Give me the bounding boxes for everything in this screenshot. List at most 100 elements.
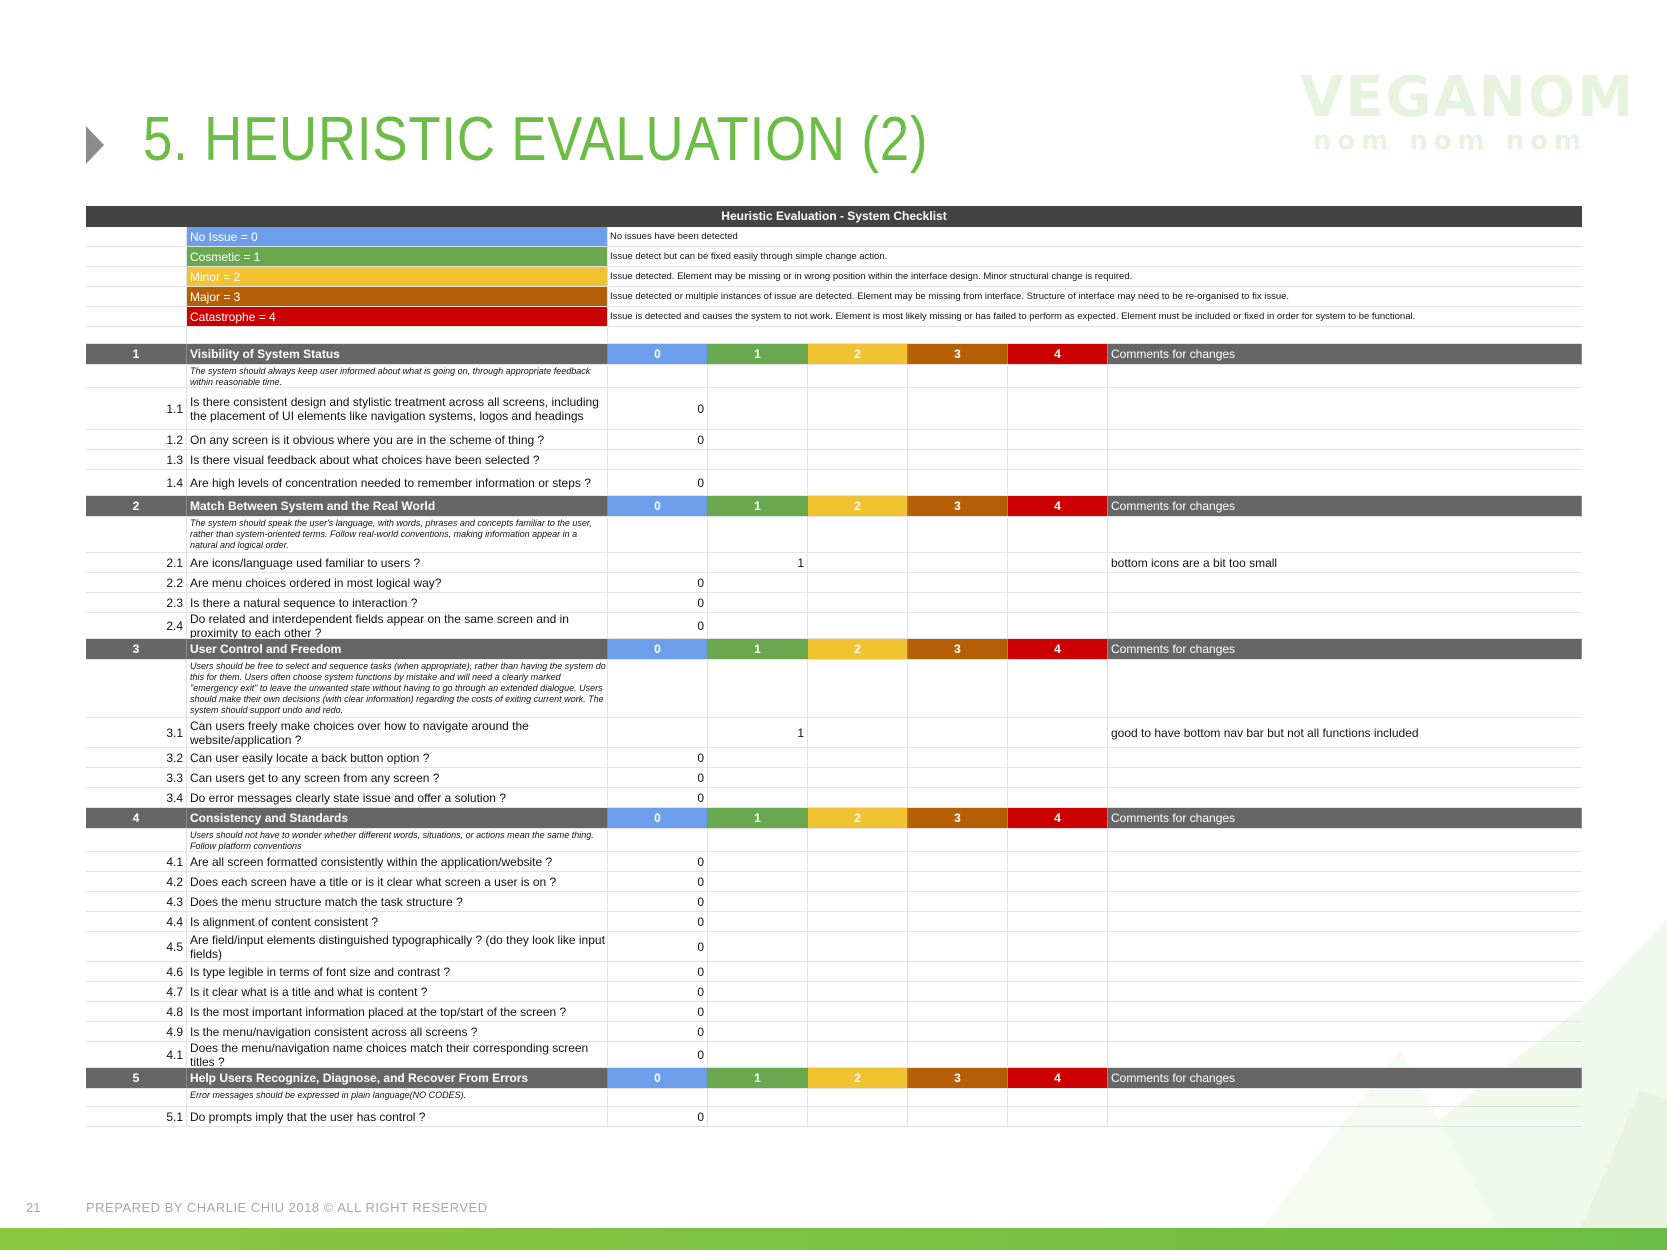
- score-1-cell[interactable]: [708, 962, 808, 981]
- score-3-cell[interactable]: [908, 553, 1008, 572]
- score-3-cell[interactable]: [908, 1107, 1008, 1126]
- score-3-cell[interactable]: [908, 1022, 1008, 1041]
- comment-cell[interactable]: [1108, 1107, 1582, 1126]
- score-0-cell[interactable]: 0: [608, 748, 708, 767]
- comment-cell[interactable]: [1108, 573, 1582, 592]
- comment-cell[interactable]: [1108, 1022, 1582, 1041]
- score-0-cell[interactable]: 0: [608, 788, 708, 807]
- score-4-cell[interactable]: [1008, 573, 1108, 592]
- comment-cell[interactable]: [1108, 872, 1582, 891]
- score-1-cell[interactable]: [708, 573, 808, 592]
- score-2-cell[interactable]: [808, 1107, 908, 1126]
- comment-cell[interactable]: [1108, 768, 1582, 787]
- score-3-cell[interactable]: [908, 450, 1008, 469]
- score-0-cell[interactable]: 0: [608, 912, 708, 931]
- score-1-cell[interactable]: [708, 748, 808, 767]
- score-2-cell[interactable]: [808, 852, 908, 871]
- score-2-cell[interactable]: [808, 932, 908, 961]
- comment-cell[interactable]: [1108, 1002, 1582, 1021]
- score-0-cell[interactable]: 0: [608, 1022, 708, 1041]
- score-4-cell[interactable]: [1008, 768, 1108, 787]
- score-2-cell[interactable]: [808, 613, 908, 638]
- score-2-cell[interactable]: [808, 768, 908, 787]
- comment-cell[interactable]: [1108, 852, 1582, 871]
- score-2-cell[interactable]: [808, 892, 908, 911]
- comment-cell[interactable]: [1108, 450, 1582, 469]
- score-3-cell[interactable]: [908, 892, 1008, 911]
- score-3-cell[interactable]: [908, 852, 1008, 871]
- score-2-cell[interactable]: [808, 430, 908, 449]
- score-1-cell[interactable]: [708, 912, 808, 931]
- score-4-cell[interactable]: [1008, 1042, 1108, 1067]
- score-1-cell[interactable]: [708, 768, 808, 787]
- score-4-cell[interactable]: [1008, 718, 1108, 747]
- comment-cell[interactable]: [1108, 892, 1582, 911]
- comment-cell[interactable]: [1108, 748, 1582, 767]
- score-0-cell[interactable]: 0: [608, 872, 708, 891]
- score-4-cell[interactable]: [1008, 852, 1108, 871]
- score-2-cell[interactable]: [808, 470, 908, 495]
- score-3-cell[interactable]: [908, 430, 1008, 449]
- score-3-cell[interactable]: [908, 872, 1008, 891]
- score-4-cell[interactable]: [1008, 388, 1108, 429]
- score-1-cell[interactable]: [708, 450, 808, 469]
- score-2-cell[interactable]: [808, 388, 908, 429]
- score-1-cell[interactable]: [708, 852, 808, 871]
- score-4-cell[interactable]: [1008, 912, 1108, 931]
- score-1-cell[interactable]: [708, 593, 808, 612]
- score-1-cell[interactable]: [708, 388, 808, 429]
- score-2-cell[interactable]: [808, 962, 908, 981]
- score-1-cell[interactable]: [708, 872, 808, 891]
- score-4-cell[interactable]: [1008, 1002, 1108, 1021]
- score-4-cell[interactable]: [1008, 450, 1108, 469]
- score-2-cell[interactable]: [808, 788, 908, 807]
- score-2-cell[interactable]: [808, 872, 908, 891]
- score-4-cell[interactable]: [1008, 788, 1108, 807]
- score-2-cell[interactable]: [808, 553, 908, 572]
- score-1-cell[interactable]: [708, 1042, 808, 1067]
- score-1-cell[interactable]: [708, 470, 808, 495]
- score-0-cell[interactable]: [608, 553, 708, 572]
- score-1-cell[interactable]: 1: [708, 718, 808, 747]
- comment-cell[interactable]: [1108, 962, 1582, 981]
- score-4-cell[interactable]: [1008, 593, 1108, 612]
- comment-cell[interactable]: [1108, 430, 1582, 449]
- score-0-cell[interactable]: 0: [608, 1002, 708, 1021]
- comment-cell[interactable]: [1108, 912, 1582, 931]
- score-4-cell[interactable]: [1008, 470, 1108, 495]
- comment-cell[interactable]: [1108, 982, 1582, 1001]
- score-2-cell[interactable]: [808, 573, 908, 592]
- score-1-cell[interactable]: 1: [708, 553, 808, 572]
- score-3-cell[interactable]: [908, 388, 1008, 429]
- score-0-cell[interactable]: 0: [608, 982, 708, 1001]
- score-3-cell[interactable]: [908, 613, 1008, 638]
- score-1-cell[interactable]: [708, 1002, 808, 1021]
- score-0-cell[interactable]: [608, 718, 708, 747]
- score-2-cell[interactable]: [808, 450, 908, 469]
- score-2-cell[interactable]: [808, 1022, 908, 1041]
- comment-cell[interactable]: [1108, 1042, 1582, 1067]
- score-4-cell[interactable]: [1008, 1107, 1108, 1126]
- comment-cell[interactable]: [1108, 613, 1582, 638]
- score-0-cell[interactable]: 0: [608, 430, 708, 449]
- score-3-cell[interactable]: [908, 1002, 1008, 1021]
- score-4-cell[interactable]: [1008, 613, 1108, 638]
- score-0-cell[interactable]: 0: [608, 613, 708, 638]
- comment-cell[interactable]: [1108, 932, 1582, 961]
- comment-cell[interactable]: bottom icons are a bit too small: [1111, 555, 1278, 570]
- score-0-cell[interactable]: 0: [608, 768, 708, 787]
- score-0-cell[interactable]: 0: [608, 388, 708, 429]
- score-3-cell[interactable]: [908, 932, 1008, 961]
- score-0-cell[interactable]: 0: [608, 852, 708, 871]
- comment-cell[interactable]: good to have bottom nav bar but not all …: [1111, 725, 1419, 740]
- score-0-cell[interactable]: [608, 450, 708, 469]
- score-3-cell[interactable]: [908, 962, 1008, 981]
- score-0-cell[interactable]: 0: [608, 593, 708, 612]
- comment-cell[interactable]: [1108, 788, 1582, 807]
- score-4-cell[interactable]: [1008, 892, 1108, 911]
- score-0-cell[interactable]: 0: [608, 932, 708, 961]
- score-2-cell[interactable]: [808, 748, 908, 767]
- score-3-cell[interactable]: [908, 788, 1008, 807]
- score-1-cell[interactable]: [708, 613, 808, 638]
- score-4-cell[interactable]: [1008, 748, 1108, 767]
